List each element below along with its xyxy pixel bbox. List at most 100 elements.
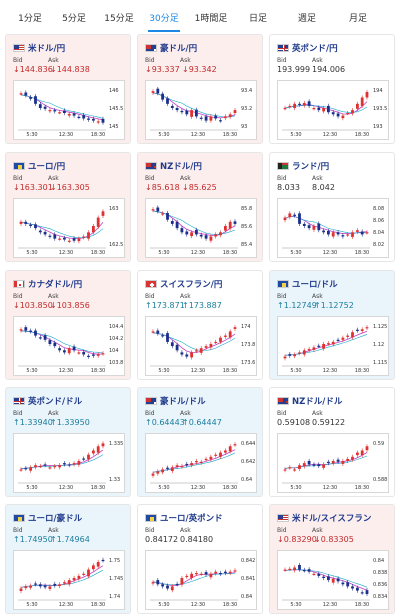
candle-body — [180, 352, 184, 355]
pair-name[interactable]: 米ドル/スイスフラン — [292, 513, 372, 524]
rate-card[interactable]: 英ポンド/円 Bid Ask 193.999 194.006 194 193.5 1… — [269, 34, 395, 144]
pair-name[interactable]: ランド/円 — [292, 161, 330, 172]
pair-name[interactable]: ユーロ/ドル — [292, 279, 338, 290]
ask-price: ↓144.838 — [50, 65, 90, 74]
pair-header: 英ポンド/ドル — [13, 395, 83, 407]
candle-body — [48, 235, 52, 237]
pair-name[interactable]: スイスフラン/円 — [160, 279, 223, 290]
tab-0[interactable]: 1分足 — [18, 13, 42, 24]
tab-4[interactable]: 1時間足 — [194, 13, 228, 24]
pair-name[interactable]: 英ポンド/ドル — [28, 396, 83, 407]
rate-card[interactable]: 豪ドル/ドル Bid Ask ↑0.64443 ↑0.64447 0.644 0.… — [137, 387, 263, 497]
mini-chart[interactable]: 0.644 0.642 0.64 5:30 12:30 18:30 — [145, 433, 257, 493]
mini-chart[interactable]: 0.59 0.588 5:30 12:30 18:30 — [277, 433, 389, 493]
rate-card[interactable]: NZドル/ドル Bid Ask 0.59108 0.59122 0.59 0.58… — [269, 387, 395, 497]
pair-name[interactable]: ユーロ/英ポンド — [160, 513, 223, 524]
ask-price: ↓103.856 — [50, 301, 90, 310]
y-tick-label: 145.5 — [109, 106, 123, 112]
candle-body — [199, 461, 203, 463]
mini-chart[interactable]: 93.4 93.2 93 5:30 12:30 18:30 — [145, 80, 257, 140]
rate-card[interactable]: ユーロ/円 Bid Ask ↓163.301 ↓163.305 163 162.5… — [5, 152, 131, 262]
candle-body — [365, 327, 369, 329]
pair-header: スイスフラン/円 — [145, 278, 223, 290]
mini-chart[interactable]: 163 162.5 5:30 12:30 18:30 — [13, 198, 125, 258]
candle-body — [327, 231, 330, 235]
rate-card[interactable]: 米ドル/円 Bid Ask ↓144.836 ↓144.838 146 145.5… — [5, 34, 131, 144]
candle-body — [204, 572, 208, 575]
mini-chart[interactable]: 1.125 1.12 1.115 5:30 12:30 18:30 — [277, 316, 389, 376]
candle-body — [185, 575, 189, 578]
rate-card[interactable]: スイスフラン/円 Bid Ask ↑173.871 ↑173.887 174 17… — [137, 270, 263, 380]
pair-name[interactable]: NZドル/ドル — [292, 396, 343, 407]
moving-average-line-2 — [20, 569, 104, 588]
candle-body — [293, 103, 296, 108]
ask-label: Ask — [180, 57, 191, 64]
rate-card[interactable]: NZドル/円 Bid Ask ↓85.618 ↓85.625 85.8 85.6 8… — [137, 152, 263, 262]
bid-label: Bid — [13, 527, 23, 534]
pair-name[interactable]: 豪ドル/円 — [160, 43, 198, 54]
tab-7[interactable]: 月足 — [348, 13, 367, 24]
pair-name[interactable]: ユーロ/円 — [28, 161, 66, 172]
mini-chart[interactable]: 174 173.8 173.6 5:30 12:30 18:30 — [145, 316, 257, 376]
mini-chart[interactable]: 194 193.5 193 5:30 12:30 18:30 — [277, 80, 389, 140]
candle-body — [209, 344, 213, 348]
x-tick-label: 12:30 — [323, 485, 337, 491]
candle-body — [214, 234, 218, 237]
y-tick-label: 1.12 — [373, 342, 384, 348]
pair-header: NZドル/円 — [145, 160, 202, 172]
candle-body — [298, 465, 301, 469]
candle-body — [288, 467, 292, 469]
pair-name[interactable]: NZドル/円 — [160, 161, 202, 172]
mini-chart[interactable]: 0.842 0.841 0.84 5:30 12:30 18:30 — [145, 550, 257, 610]
pair-header: カナダドル/円 — [13, 278, 83, 290]
tab-5[interactable]: 日足 — [248, 13, 267, 24]
pair-name[interactable]: 米ドル/円 — [28, 43, 66, 54]
candle-body — [48, 467, 52, 469]
bid-label: Bid — [277, 527, 287, 534]
candle-body — [19, 469, 23, 471]
rate-card[interactable]: ユーロ/豪ドル Bid Ask ↑1.74950 ↑1.74964 1.75 1.… — [5, 504, 131, 614]
candle-body — [356, 329, 359, 331]
rate-card[interactable]: ユーロ/英ポンド Bid Ask 0.84172 0.84180 0.842 0.… — [137, 504, 263, 614]
mini-chart[interactable]: 104.4 104.2 104 103.8 5:30 12:30 18:30 — [13, 316, 125, 376]
y-tick-label: 0.834 — [373, 594, 387, 600]
mini-chart[interactable]: 1.335 1.33 5:30 12:30 18:30 — [13, 433, 125, 493]
tab-1[interactable]: 5分足 — [62, 13, 86, 24]
rate-card[interactable]: 米ドル/スイスフラン Bid Ask ↓0.83290 ↓0.83305 0.8… — [269, 504, 395, 614]
candle-body — [195, 229, 198, 235]
pair-name[interactable]: ユーロ/豪ドル — [28, 513, 83, 524]
candle-body — [175, 583, 179, 586]
y-tick-label: 93.2 — [241, 106, 252, 112]
candle-body — [199, 117, 203, 119]
candle-body — [302, 350, 306, 355]
mini-chart[interactable]: 8.08 8.06 8.04 8.02 5:30 12:30 18:30 — [277, 198, 389, 258]
candle-body — [170, 586, 174, 591]
mini-chart[interactable]: 85.8 85.6 85.4 5:30 12:30 18:30 — [145, 198, 257, 258]
moving-average-line — [152, 449, 236, 473]
candle-body — [233, 110, 237, 113]
x-tick-label: 5:30 — [290, 368, 301, 374]
tab-3[interactable]: 30分足 — [142, 0, 186, 34]
eu-flag-icon — [13, 513, 25, 522]
mini-chart[interactable]: 1.75 1.745 1.74 5:30 12:30 18:30 — [13, 550, 125, 610]
mini-chart[interactable]: 0.84 0.838 0.836 0.834 5:30 12:30 18:30 — [277, 550, 389, 610]
rate-card[interactable]: 豪ドル/円 Bid Ask ↓93.337 ↓93.342 93.4 93.2 93… — [137, 34, 263, 144]
tab-2[interactable]: 15分足 — [104, 13, 134, 24]
mini-chart[interactable]: 146 145.5 145 5:30 12:30 18:30 — [13, 80, 125, 140]
pair-name[interactable]: 豪ドル/ドル — [160, 396, 206, 407]
candle-body — [312, 226, 316, 230]
pair-name[interactable]: カナダドル/円 — [28, 279, 83, 290]
rate-card[interactable]: ランド/円 Bid Ask 8.033 8.042 8.08 8.06 8.04 8.… — [269, 152, 395, 262]
candle-body — [219, 337, 222, 342]
candle-body — [351, 586, 354, 589]
candle-body — [29, 224, 32, 226]
candle-body — [228, 331, 232, 338]
candle-body — [96, 121, 100, 123]
tab-6[interactable]: 週足 — [297, 13, 316, 24]
rate-card[interactable]: ユーロ/ドル Bid Ask ↑1.12749 ↑1.12752 1.125 1.… — [269, 270, 395, 380]
candle-body — [96, 446, 100, 453]
pair-name[interactable]: 英ポンド/円 — [292, 43, 338, 54]
candle-body — [312, 108, 316, 110]
rate-card[interactable]: カナダドル/円 Bid Ask ↓103.850 ↓103.856 104.4 1… — [5, 270, 131, 380]
rate-card[interactable]: 英ポンド/ドル Bid Ask ↑1.33940 ↑1.33950 1.335 1… — [5, 387, 131, 497]
